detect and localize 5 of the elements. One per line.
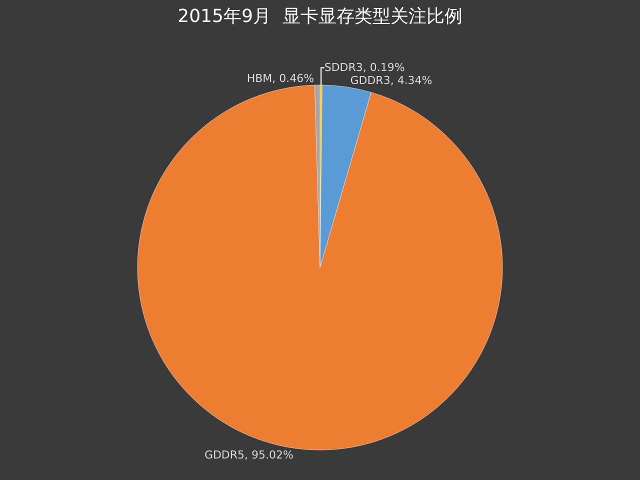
- chart-title: 2015年9月 显卡显存类型关注比例: [178, 6, 462, 28]
- slice-label: HBM, 0.46%: [246, 72, 314, 86]
- slice-label: GDDR3, 4.34%: [350, 74, 432, 88]
- slice-label: SDDR3, 0.19%: [324, 61, 405, 74]
- slice-label: GDDR5, 95.02%: [204, 448, 294, 462]
